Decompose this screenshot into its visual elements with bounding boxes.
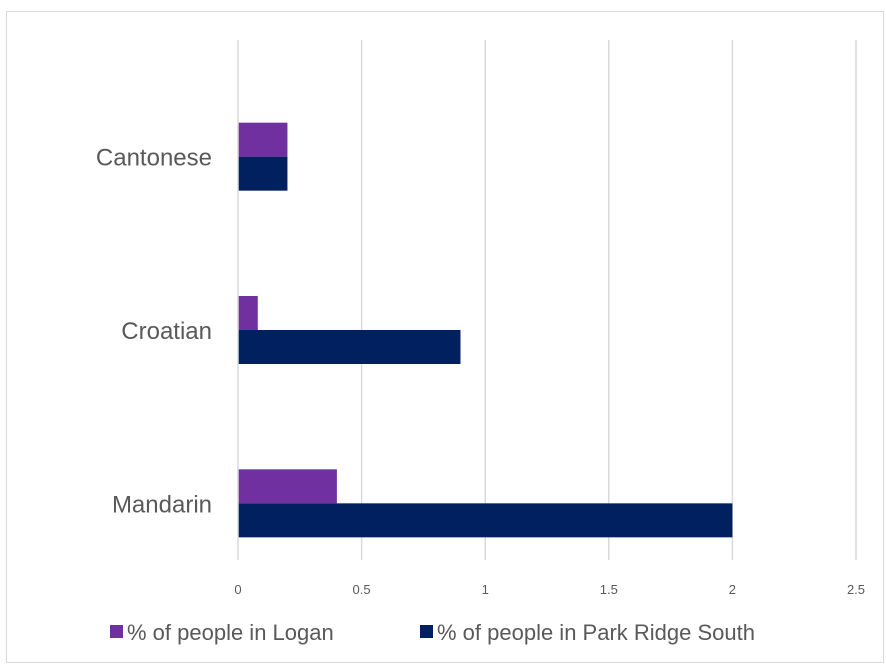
- gridlines: [360, 40, 857, 560]
- bar-logan-cantonese: [238, 122, 288, 157]
- category-label: Mandarin: [112, 491, 212, 518]
- legend-swatch: [420, 625, 433, 638]
- category-label: Cantonese: [96, 145, 212, 172]
- x-tick-label: 1.5: [600, 582, 618, 597]
- legend-label: % of people in Park Ridge South: [437, 620, 755, 645]
- x-tick-label: 2: [729, 582, 736, 597]
- bar-logan-mandarin: [238, 469, 337, 504]
- category-label: Croatian: [121, 318, 212, 345]
- x-tick-label: 1: [482, 582, 489, 597]
- legend-swatch: [110, 625, 123, 638]
- legend: % of people in Logan % of people in Park …: [110, 620, 755, 645]
- bar-logan-croatian: [238, 296, 258, 330]
- category-labels: Cantonese Croatian Mandarin: [96, 145, 212, 519]
- bar-park-ridge-south-cantonese: [238, 156, 288, 191]
- bars: [238, 122, 733, 538]
- x-tick-label: 0.5: [353, 582, 371, 597]
- bar-park-ridge-south-mandarin: [238, 503, 733, 538]
- x-tick-label: 0: [234, 582, 241, 597]
- tick-labels: 0 0.5 1 1.5 2 2.5: [234, 582, 865, 597]
- x-tick-label: 2.5: [847, 582, 865, 597]
- bar-park-ridge-south-croatian: [238, 330, 461, 364]
- legend-label: % of people in Logan: [127, 620, 334, 645]
